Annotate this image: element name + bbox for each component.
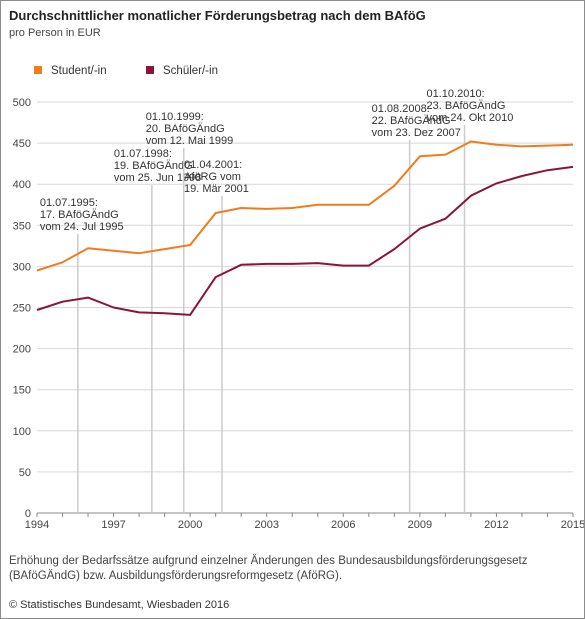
x-tick-label: 2009: [408, 519, 432, 531]
annotation-text: 01.07.1998:: [114, 148, 172, 160]
annotation-text: vom 24. Okt 2010: [427, 112, 514, 124]
annotation-text: vom 12. Mai 1999: [146, 135, 233, 147]
x-tick-label: 2003: [254, 519, 278, 531]
y-tick-label: 300: [13, 261, 31, 273]
y-tick-label: 450: [13, 138, 31, 150]
y-tick-label: 400: [13, 179, 31, 191]
annotation-text: 23. BAföGÄndG: [427, 100, 506, 112]
legend-marker-student: [34, 66, 42, 74]
annotation-text: vom 25. Jun 1998: [114, 172, 201, 184]
student-series-line: [36, 140, 574, 272]
source-note: © Statistisches Bundesamt, Wiesbaden 201…: [9, 599, 230, 611]
annotation-text: 17. BAföGÄndG: [40, 209, 119, 221]
x-tick-label: 1994: [25, 519, 49, 531]
y-tick-label: 250: [13, 303, 31, 315]
y-tick-label: 150: [13, 385, 31, 397]
annotation-text: 22. BAföGÄndG: [372, 115, 451, 127]
schueler-series-line: [36, 165, 574, 316]
annotation-text: 19. BAföGÄndG: [114, 160, 193, 172]
x-tick-label: 2015: [561, 519, 584, 531]
chart-subtitle: pro Person in EUR: [9, 27, 101, 39]
annotation-text: 20. BAföGÄndG: [146, 123, 225, 135]
annotation-text: AföRG vom: [184, 171, 241, 183]
y-tick-label: 50: [19, 467, 31, 479]
y-tick-label: 500: [13, 97, 31, 109]
x-tick-label: 2000: [178, 519, 202, 531]
y-tick-label: 100: [13, 426, 31, 438]
y-tick-label: 0: [25, 508, 31, 520]
annotation-text: 19. Mär 2001: [184, 183, 249, 195]
chart-footnote: Erhöhung der Bedarfssätze aufgrund einze…: [9, 555, 528, 582]
y-tick-label: 200: [13, 344, 31, 356]
annotation-text: 01.07.1995:: [40, 197, 98, 209]
x-tick-label: 2012: [484, 519, 508, 531]
line-chart: 0 50 100 150 200 250 300 350 400 450 500 1994 1997 20…: [13, 65, 584, 531]
x-tick-label: 2006: [331, 519, 355, 531]
annotation-text: 01.04.2001:: [184, 159, 242, 171]
x-tick-label: 1997: [101, 519, 125, 531]
annotation-text: 01.10.2010:: [427, 88, 485, 100]
y-tick-label: 350: [13, 220, 31, 232]
annotation-text: 01.10.1999:: [146, 111, 204, 123]
chart-title: Durchschnittlicher monatlicher Förderung…: [9, 8, 426, 23]
annotation-text: 01.08.2008:: [372, 103, 430, 115]
annotation-text: vom 23. Dez 2007: [372, 127, 461, 139]
annotation-text: vom 24. Jul 1995: [40, 221, 124, 233]
legend-marker-schueler: [146, 66, 154, 74]
legend-label-schueler: Schüler/-in: [163, 65, 218, 77]
legend-label-student: Student/-in: [51, 65, 107, 77]
